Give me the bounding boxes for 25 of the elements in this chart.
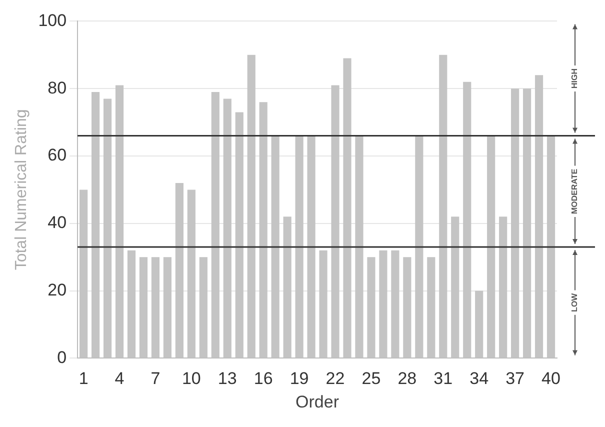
- y-tick-label: 20: [48, 280, 67, 300]
- x-tick-label: 25: [362, 369, 381, 388]
- x-tick-label: 28: [398, 369, 417, 388]
- x-axis-title: Order: [296, 392, 340, 412]
- x-tick-label: 13: [218, 369, 237, 388]
- text: LOW: [570, 292, 580, 312]
- x-tick-label: 19: [290, 369, 309, 388]
- y-tick-label: 100: [38, 10, 67, 30]
- x-tick-label: 22: [326, 369, 345, 388]
- y-axis-title: Total Numerical Rating: [13, 109, 30, 270]
- x-tick-label: 16: [254, 369, 273, 388]
- x-tick-label: 40: [542, 369, 560, 388]
- x-tick-label: 1: [78, 369, 88, 388]
- x-tick-label: 37: [506, 369, 525, 388]
- x-tick-label: 7: [150, 369, 160, 388]
- text: HIGH: [570, 68, 580, 88]
- x-tick-label: 34: [470, 369, 489, 388]
- y-tick-label: 0: [57, 348, 67, 367]
- text: MODERATE: [570, 168, 580, 214]
- x-tick-label: 10: [182, 369, 201, 388]
- y-tick-label: 60: [48, 146, 67, 165]
- y-tick-label: 40: [48, 213, 67, 232]
- x-tick-label: 4: [114, 369, 124, 388]
- y-tick-label: 80: [48, 78, 67, 98]
- x-tick-label: 31: [434, 369, 453, 388]
